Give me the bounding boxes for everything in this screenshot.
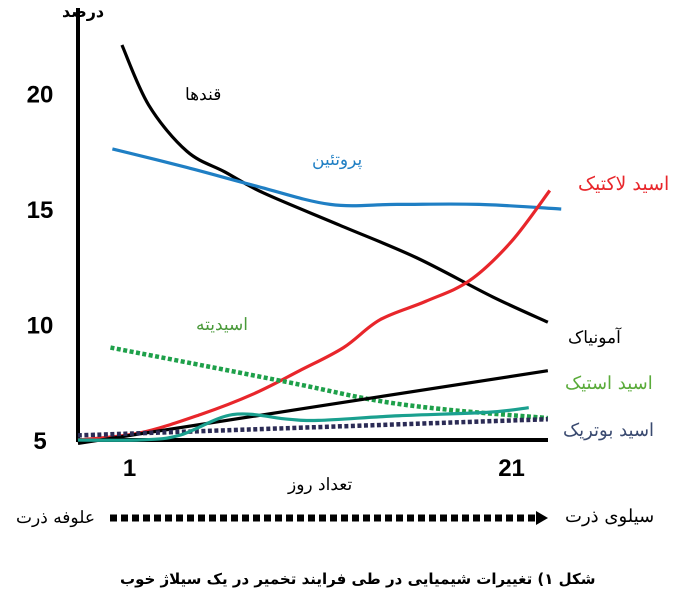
y-tick-label: 10 xyxy=(27,313,54,340)
arrow-head-icon xyxy=(536,511,548,525)
series-line-2 xyxy=(77,189,552,442)
figure-caption: شکل ۱) تغییرات شیمیایی در طی فرایند تخمی… xyxy=(120,570,596,588)
series-label-sugars: قندها xyxy=(185,85,222,105)
series-label-ammonia: آمونیاک xyxy=(568,328,621,348)
y-axis-label: درصد xyxy=(62,2,105,21)
series-label-acidity: اسیدیته xyxy=(196,315,248,335)
y-tick-label: 20 xyxy=(27,82,54,109)
series-label-protein: پروتئین xyxy=(312,150,363,170)
x-tick-label: 1 xyxy=(123,455,136,482)
y-tick-label: 5 xyxy=(33,428,46,455)
arrow-end-label: سیلوی ذرت xyxy=(565,506,655,527)
series-line-4 xyxy=(77,369,549,446)
x-tick-label: 21 xyxy=(498,455,525,482)
series-line-5 xyxy=(77,416,548,438)
series-line-1 xyxy=(111,147,562,211)
series-label-butyric: اسید بوتریک xyxy=(563,420,655,441)
series-label-acetic: اسید استیک xyxy=(565,373,653,394)
series-line-6 xyxy=(77,406,529,442)
series-label-lactic: اسید لاکتیک xyxy=(578,173,670,195)
x-axis-label: تعداد روز xyxy=(288,475,353,495)
y-tick-label: 15 xyxy=(27,197,54,224)
arrow-start-label: علوفه ذرت xyxy=(16,508,95,528)
series-line-3 xyxy=(110,345,549,421)
